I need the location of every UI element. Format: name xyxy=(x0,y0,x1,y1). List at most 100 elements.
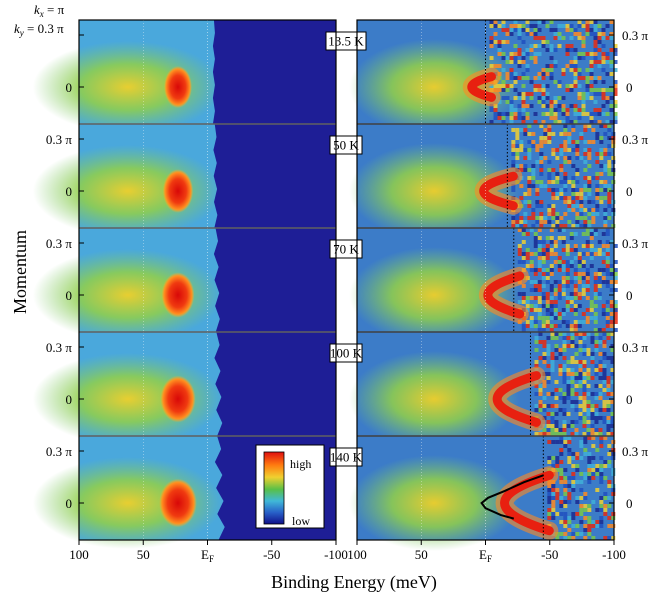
noise-pixel xyxy=(591,216,596,220)
noise-pixel xyxy=(546,428,551,432)
noise-pixel xyxy=(605,56,610,60)
noise-pixel xyxy=(613,304,618,308)
noise-pixel xyxy=(547,508,552,512)
noise-pixel xyxy=(607,144,612,148)
noise-pixel xyxy=(567,536,572,540)
noise-pixel xyxy=(561,72,566,76)
noise-pixel xyxy=(575,452,580,456)
noise-pixel xyxy=(523,168,528,172)
colorbar-gradient xyxy=(263,451,285,525)
noise-pixel xyxy=(589,264,594,268)
noise-pixel xyxy=(509,108,514,112)
noise-pixel xyxy=(547,440,552,444)
noise-pixel xyxy=(551,456,556,460)
noise-pixel xyxy=(561,108,566,112)
noise-pixel xyxy=(554,396,559,400)
noise-pixel xyxy=(515,136,520,140)
noise-pixel xyxy=(590,432,595,436)
noise-pixel xyxy=(593,88,598,92)
noise-pixel xyxy=(593,56,598,60)
noise-pixel xyxy=(537,328,542,332)
noise-pixel xyxy=(591,524,596,528)
noise-pixel xyxy=(581,272,586,276)
noise-pixel xyxy=(497,116,502,120)
noise-pixel xyxy=(573,104,578,108)
noise-pixel xyxy=(599,172,604,176)
noise-pixel xyxy=(611,456,616,460)
noise-pixel xyxy=(609,36,614,40)
noise-pixel xyxy=(585,52,590,56)
noise-pixel xyxy=(542,340,547,344)
noise-pixel xyxy=(613,60,618,64)
noise-pixel xyxy=(546,372,551,376)
noise-pixel xyxy=(569,28,574,32)
noise-pixel xyxy=(573,328,578,332)
noise-pixel xyxy=(533,236,538,240)
noise-pixel xyxy=(595,136,600,140)
noise-pixel xyxy=(598,368,603,372)
noise-pixel xyxy=(541,328,546,332)
noise-pixel xyxy=(610,344,615,348)
noise-pixel xyxy=(582,360,587,364)
noise-pixel xyxy=(573,272,578,276)
noise-pixel xyxy=(573,244,578,248)
noise-pixel xyxy=(589,76,594,80)
noise-pixel xyxy=(609,20,614,24)
noise-pixel xyxy=(547,172,552,176)
noise-pixel xyxy=(550,364,555,368)
noise-pixel xyxy=(593,36,598,40)
noise-pixel xyxy=(561,320,566,324)
noise-pixel xyxy=(525,264,530,268)
noise-pixel xyxy=(603,184,608,188)
noise-pixel xyxy=(607,460,612,464)
noise-pixel xyxy=(587,528,592,532)
temperature-box xyxy=(329,343,363,363)
noise-pixel xyxy=(545,316,550,320)
noise-pixel xyxy=(554,344,559,348)
noise-pixel xyxy=(577,20,582,24)
right-y-tick-label: 0.3 π xyxy=(622,28,649,43)
noise-pixel xyxy=(585,76,590,80)
noise-pixel xyxy=(549,108,554,112)
noise-pixel xyxy=(563,512,568,516)
noise-pixel xyxy=(546,352,551,356)
noise-pixel xyxy=(511,144,516,148)
noise-pixel xyxy=(593,76,598,80)
noise-pixel xyxy=(591,212,596,216)
noise-pixel xyxy=(585,320,590,324)
noise-pixel xyxy=(611,180,616,184)
noise-pixel xyxy=(571,124,576,128)
noise-pixel xyxy=(559,512,564,516)
noise-pixel xyxy=(579,440,584,444)
noise-pixel xyxy=(610,412,615,416)
noise-pixel xyxy=(574,400,579,404)
noise-pixel xyxy=(594,396,599,400)
noise-pixel xyxy=(549,324,554,328)
noise-pixel xyxy=(541,104,546,108)
noise-pixel xyxy=(558,428,563,432)
noise-pixel xyxy=(527,184,532,188)
noise-pixel xyxy=(603,224,608,228)
noise-pixel xyxy=(575,148,580,152)
noise-pixel xyxy=(531,212,536,216)
noise-pixel xyxy=(541,88,546,92)
noise-pixel xyxy=(501,28,506,32)
noise-pixel xyxy=(613,100,618,104)
noise-pixel xyxy=(565,324,570,328)
noise-pixel xyxy=(610,356,615,360)
noise-pixel xyxy=(611,484,616,488)
noise-pixel xyxy=(613,268,618,272)
left-y-tick-label: 0.3 π xyxy=(46,340,73,355)
noise-pixel xyxy=(538,340,543,344)
noise-pixel xyxy=(601,96,606,100)
noise-pixel xyxy=(611,524,616,528)
noise-pixel xyxy=(527,156,532,160)
noise-pixel xyxy=(575,152,580,156)
noise-pixel xyxy=(581,260,586,264)
noise-pixel xyxy=(569,48,574,52)
noise-pixel xyxy=(605,280,610,284)
noise-pixel xyxy=(521,300,526,304)
noise-pixel xyxy=(582,388,587,392)
noise-pixel xyxy=(583,508,588,512)
noise-pixel xyxy=(569,300,574,304)
